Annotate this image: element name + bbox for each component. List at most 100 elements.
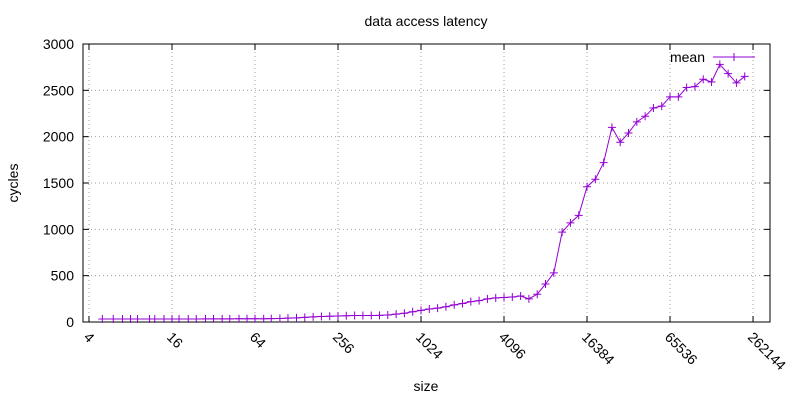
x-tick-label: 64 xyxy=(247,329,269,351)
point-marker xyxy=(591,175,600,184)
point-marker xyxy=(383,311,392,320)
point-marker xyxy=(392,310,401,319)
point-marker xyxy=(533,290,542,299)
x-tick-label: 1024 xyxy=(413,329,446,362)
point-marker xyxy=(566,218,575,227)
point-marker xyxy=(583,182,592,191)
x-tick-label: 65536 xyxy=(662,329,701,368)
point-marker xyxy=(325,312,334,321)
x-tick-label: 4 xyxy=(81,329,98,346)
point-marker xyxy=(724,69,733,78)
point-marker xyxy=(118,314,127,323)
point-marker xyxy=(367,311,376,320)
point-marker xyxy=(400,309,409,318)
series-line xyxy=(102,63,746,320)
point-marker xyxy=(450,300,459,309)
point-marker xyxy=(491,293,500,302)
point-marker xyxy=(607,123,616,132)
point-marker xyxy=(133,314,142,323)
point-marker xyxy=(184,314,193,323)
point-marker xyxy=(209,314,218,323)
x-tick-label: 4096 xyxy=(496,329,529,362)
point-marker xyxy=(500,293,509,302)
y-tick-label: 2500 xyxy=(43,82,74,98)
legend-marker xyxy=(730,53,738,61)
point-marker xyxy=(333,311,342,320)
point-marker xyxy=(150,314,159,323)
point-marker xyxy=(267,314,276,323)
point-marker xyxy=(275,314,284,323)
point-marker xyxy=(549,268,558,277)
point-marker xyxy=(516,292,525,301)
point-marker xyxy=(558,228,567,237)
point-marker xyxy=(358,311,367,320)
point-marker xyxy=(524,294,533,303)
point-marker xyxy=(666,92,675,101)
plot-frame xyxy=(82,43,771,323)
point-marker xyxy=(317,312,326,321)
point-marker xyxy=(441,302,450,311)
point-marker xyxy=(690,82,699,91)
point-marker xyxy=(201,314,210,323)
y-tick-label: 3000 xyxy=(43,36,74,52)
point-marker xyxy=(466,297,475,306)
chart-title: data access latency xyxy=(365,13,488,29)
point-marker xyxy=(732,78,741,87)
point-marker xyxy=(417,306,426,315)
y-tick-label: 0 xyxy=(66,314,74,330)
point-marker xyxy=(126,314,135,323)
point-marker xyxy=(167,314,176,323)
point-marker xyxy=(682,83,691,92)
y-tick-label: 2000 xyxy=(43,129,74,145)
point-marker xyxy=(641,112,650,121)
x-tick-label: 16384 xyxy=(579,329,618,368)
point-marker xyxy=(300,313,309,322)
point-marker xyxy=(508,292,517,301)
point-marker xyxy=(483,294,492,303)
x-tick-label: 256 xyxy=(330,329,358,357)
point-marker xyxy=(707,77,716,86)
y-tick-label: 1000 xyxy=(43,221,74,237)
point-marker xyxy=(109,314,118,323)
point-marker xyxy=(425,305,434,314)
point-marker xyxy=(225,314,234,323)
point-marker xyxy=(632,117,641,126)
y-tick-label: 1500 xyxy=(43,175,74,191)
point-marker xyxy=(342,311,351,320)
point-marker xyxy=(259,314,268,323)
point-marker xyxy=(408,307,417,316)
point-marker xyxy=(283,314,292,323)
x-axis-label: size xyxy=(414,378,439,394)
point-marker xyxy=(175,314,184,323)
point-marker xyxy=(292,313,301,322)
point-marker xyxy=(475,296,484,305)
point-marker xyxy=(218,314,227,323)
point-marker xyxy=(699,75,708,84)
point-marker xyxy=(192,314,201,323)
point-marker xyxy=(458,299,467,308)
y-axis-label: cycles xyxy=(5,164,21,203)
point-marker xyxy=(740,72,749,81)
x-tick-label: 16 xyxy=(164,329,186,351)
point-marker xyxy=(159,314,168,323)
point-marker xyxy=(674,92,683,101)
y-tick-label: 500 xyxy=(51,268,75,284)
point-marker xyxy=(599,158,608,167)
legend-label: mean xyxy=(670,49,705,65)
point-marker xyxy=(375,311,384,320)
point-marker xyxy=(616,138,625,147)
point-marker xyxy=(649,103,658,112)
point-marker xyxy=(657,102,666,111)
point-marker xyxy=(624,128,633,137)
point-marker xyxy=(242,314,251,323)
point-marker xyxy=(433,304,442,313)
point-marker xyxy=(98,314,107,323)
point-marker xyxy=(574,211,583,220)
point-marker xyxy=(250,314,259,323)
point-marker xyxy=(309,312,318,321)
point-marker xyxy=(541,280,550,289)
x-tick-label: 262144 xyxy=(745,329,789,373)
point-marker xyxy=(350,311,359,320)
point-marker xyxy=(235,314,244,323)
